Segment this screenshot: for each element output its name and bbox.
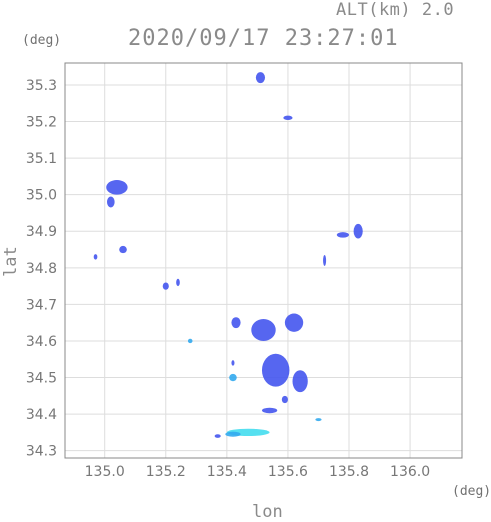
timestamp-title: 2020/09/17 23:27:01 (128, 26, 399, 51)
radar-echo (261, 353, 290, 387)
radar-echo (93, 254, 98, 260)
radar-echo (187, 338, 193, 344)
radar-echo (214, 434, 221, 438)
radar-echo (315, 418, 322, 422)
x-tick-label: 135.8 (329, 464, 369, 480)
radar-echo (162, 282, 169, 290)
y-tick-label: 35.3 (26, 78, 57, 94)
radar-echo (323, 255, 327, 266)
x-tick-label: 136.0 (390, 464, 430, 480)
x-tick-label: 135.4 (207, 464, 247, 480)
altitude-label: ALT(km) 2.0 (336, 0, 455, 20)
radar-echo (231, 317, 241, 329)
radar-echo (225, 431, 241, 437)
y-tick-label: 35.0 (26, 188, 57, 204)
x-tick-label: 135.2 (146, 464, 186, 480)
echo-layer (93, 72, 363, 438)
y-tick-label: 34.4 (26, 407, 57, 423)
radar-echo (229, 373, 237, 382)
radar-echo (231, 360, 235, 366)
y-tick-label: 34.7 (26, 297, 57, 313)
radar-echo (106, 180, 128, 195)
x-tick-label: 135.6 (268, 464, 308, 480)
radar-echo (106, 196, 115, 208)
lon-unit-label: (deg) (452, 484, 491, 499)
radar-echo (353, 223, 363, 239)
y-tick-label: 34.9 (26, 224, 57, 240)
radar-echo (261, 407, 278, 414)
y-tick-label: 34.6 (26, 334, 57, 350)
radar-echo (336, 232, 350, 238)
tick-labels: 135.0 135.2 135.4 135.6 135.8 136.0 34.3 34.4 34… (26, 78, 430, 480)
radar-echo (119, 245, 127, 254)
y-tick-label: 34.5 (26, 371, 57, 387)
radar-echo (283, 115, 293, 121)
grid-lines (65, 63, 462, 458)
y-tick-label: 34.8 (26, 261, 57, 277)
radar-echo (255, 72, 266, 84)
x-axis-title: lon (252, 502, 283, 522)
radar-echo (292, 370, 308, 393)
x-tick-label: 135.0 (85, 464, 125, 480)
radar-echo (281, 395, 288, 404)
radar-echo (284, 313, 304, 332)
radar-echo (251, 319, 276, 341)
y-tick-label: 34.3 (26, 444, 57, 460)
plot-frame (64, 62, 463, 459)
radar-echo (176, 278, 180, 287)
y-tick-label: 35.1 (26, 151, 57, 167)
lat-unit-label: (deg) (22, 33, 62, 48)
y-tick-label: 35.2 (26, 115, 57, 131)
